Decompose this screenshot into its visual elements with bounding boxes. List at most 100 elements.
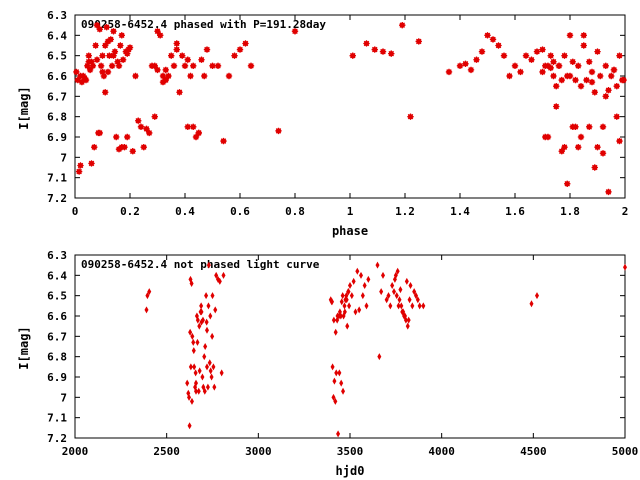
data-point <box>212 383 217 391</box>
data-point <box>558 76 565 84</box>
data-point <box>203 46 211 53</box>
data-point <box>402 312 407 320</box>
data-point <box>151 62 158 70</box>
x-tick-label: 2500 <box>153 445 180 458</box>
data-point <box>154 66 161 74</box>
data-point <box>88 58 95 65</box>
data-point <box>221 271 226 279</box>
data-point <box>96 26 103 33</box>
data-point <box>330 363 335 371</box>
data-point <box>93 56 101 63</box>
data-point <box>406 316 411 324</box>
data-point <box>103 24 110 31</box>
data-point <box>397 296 402 304</box>
data-point <box>181 62 189 70</box>
data-point <box>189 397 194 405</box>
data-point <box>395 267 400 275</box>
data-point <box>333 328 338 336</box>
data-points <box>73 21 627 196</box>
x-tick-label: 1 <box>347 205 354 218</box>
data-point <box>197 322 202 330</box>
data-point <box>102 42 109 49</box>
data-point <box>140 143 147 151</box>
data-point <box>583 76 590 84</box>
x-tick-label: 4500 <box>520 445 547 458</box>
x-tick-label: 0 <box>72 205 79 218</box>
data-point <box>331 393 336 401</box>
data-point <box>349 52 356 59</box>
data-point <box>332 377 337 385</box>
data-point <box>196 387 201 395</box>
y-tick-label: 6.5 <box>47 290 67 303</box>
data-point <box>199 308 204 316</box>
data-point <box>407 113 414 120</box>
data-point <box>77 162 84 169</box>
data-point <box>591 89 598 96</box>
data-point <box>528 56 535 63</box>
y-axis-label: I[mag] <box>17 326 31 369</box>
data-point <box>187 72 194 80</box>
data-point <box>124 50 131 57</box>
data-point <box>341 387 346 395</box>
data-point <box>605 188 612 196</box>
data-point <box>192 133 200 141</box>
data-point <box>547 52 554 59</box>
data-point <box>392 275 397 283</box>
data-point <box>132 72 139 80</box>
data-point <box>613 113 620 120</box>
data-point <box>357 306 362 314</box>
data-point <box>569 58 576 65</box>
data-point <box>236 46 244 53</box>
data-point <box>96 129 103 137</box>
data-point <box>561 143 568 151</box>
data-point <box>399 302 404 310</box>
data-point <box>151 113 158 120</box>
data-point <box>82 76 90 84</box>
data-point <box>388 50 395 57</box>
x-tick-label: 0.6 <box>230 205 250 218</box>
data-point <box>187 393 192 401</box>
data-point <box>351 277 356 285</box>
data-point <box>478 48 486 55</box>
data-point <box>188 363 193 371</box>
data-point <box>580 42 587 49</box>
data-point <box>208 367 213 375</box>
data-point <box>594 143 601 151</box>
data-point <box>176 89 183 96</box>
data-point <box>173 40 180 47</box>
data-point <box>484 32 491 39</box>
data-point <box>575 62 582 70</box>
x-tick-label: 1.6 <box>505 205 525 218</box>
data-point <box>599 150 607 157</box>
data-point <box>381 271 385 279</box>
data-point <box>342 302 347 310</box>
x-tick-label: 3000 <box>245 445 272 458</box>
data-point <box>195 129 202 137</box>
data-point <box>566 32 574 39</box>
data-point <box>124 133 131 141</box>
data-point <box>206 261 211 269</box>
x-axis-label: phase <box>332 224 368 238</box>
data-point <box>159 72 167 80</box>
data-point <box>126 44 134 51</box>
data-point <box>108 62 116 70</box>
data-point <box>206 302 211 310</box>
data-point <box>184 123 191 131</box>
data-point <box>588 68 596 76</box>
data-point <box>342 308 347 316</box>
phased-light-curve-panel: 090258-6452.4 phased with P=191.28day ph… <box>17 9 628 238</box>
data-point <box>202 353 207 361</box>
data-point <box>620 76 627 84</box>
data-point <box>403 316 408 324</box>
data-point <box>412 288 417 296</box>
data-point <box>162 66 169 74</box>
data-point <box>379 48 387 55</box>
y-axis-label: I[mag] <box>17 86 31 129</box>
data-point <box>347 302 352 310</box>
data-point <box>489 36 497 43</box>
data-point <box>242 40 249 47</box>
data-point <box>348 282 352 289</box>
data-point <box>88 160 95 167</box>
data-point <box>185 379 190 387</box>
